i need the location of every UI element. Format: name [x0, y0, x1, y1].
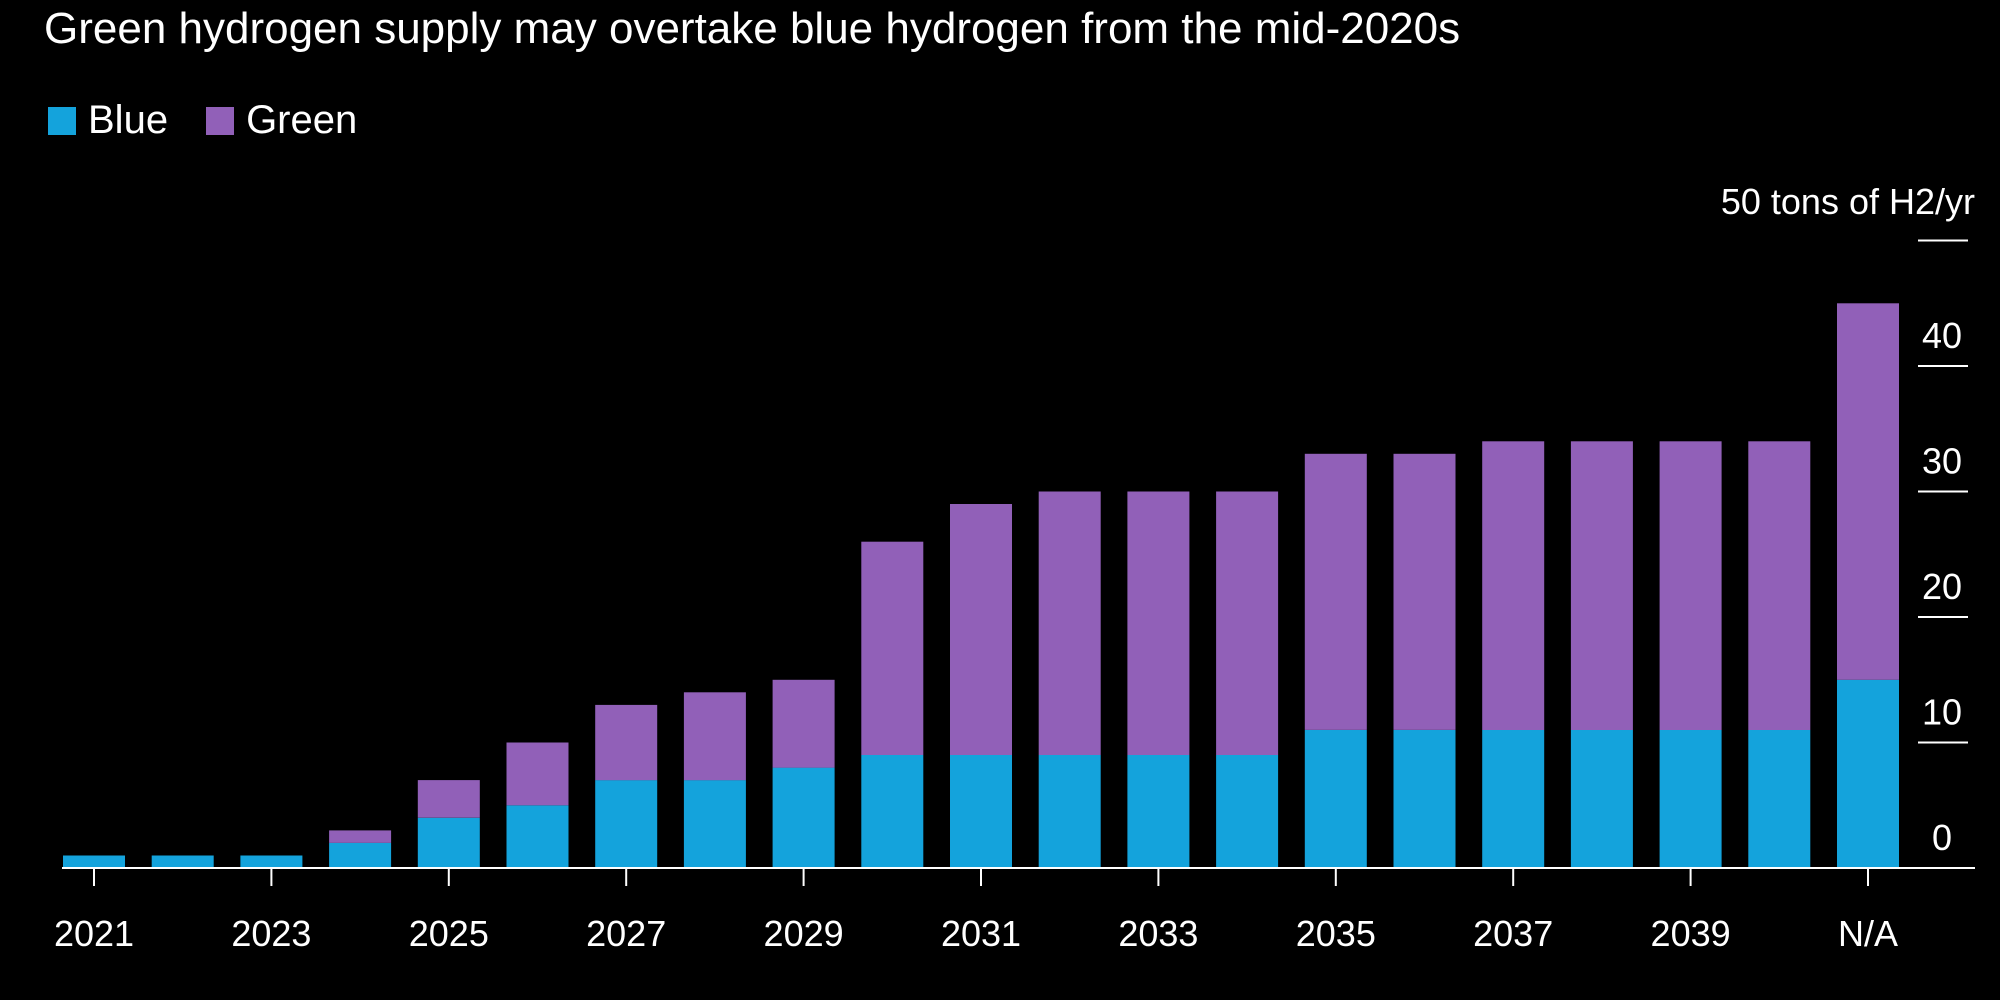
bar-blue-2026 [506, 805, 569, 869]
bar-green-2032 [1038, 491, 1101, 755]
y-axis: 0 10 20 30 40 [1918, 239, 1968, 858]
bar-green-2039 [1659, 441, 1722, 730]
bar-green-2033 [1127, 491, 1190, 755]
bar-green-2028 [683, 692, 746, 781]
bar-green-2037 [1482, 441, 1545, 730]
x-tick-label: 2035 [1296, 913, 1376, 954]
bar-green-2040 [1748, 441, 1811, 730]
x-tick-label: 2031 [941, 913, 1021, 954]
x-tick-label: 2023 [231, 913, 311, 954]
bar-green-2029 [772, 679, 835, 768]
bar-green-2031 [950, 504, 1012, 755]
legend-label-green: Green [246, 98, 358, 142]
legend-swatch-blue [48, 106, 76, 135]
bar-green-2027 [595, 704, 658, 781]
y-tick-label: 30 [1922, 441, 1962, 482]
unit-label: 50 tons of H2/yr [1721, 181, 1975, 222]
chart-title: Green hydrogen supply may overtake blue … [44, 4, 1461, 53]
bar-blue-2024 [329, 842, 392, 868]
y-tick-label: 0 [1932, 817, 1952, 858]
bar-blue-2031 [950, 755, 1012, 868]
bar-blue-2033 [1127, 755, 1190, 868]
x-tick-label: 2025 [409, 913, 489, 954]
bar-blue-2032 [1038, 755, 1101, 868]
bar-green-2035 [1304, 453, 1367, 730]
legend-item-green: Green [206, 98, 357, 143]
bar-green-2025 [417, 780, 480, 818]
bar-blue-2039 [1659, 730, 1722, 868]
y-tick-label: 10 [1922, 692, 1962, 733]
bar-blue-2036 [1393, 730, 1456, 868]
bar-blue-2022 [151, 855, 214, 868]
bar-green-2026 [506, 742, 569, 806]
x-tick-label: 2039 [1651, 913, 1731, 954]
bar-blue-2035 [1304, 730, 1367, 868]
bar-blue-2040 [1748, 730, 1811, 868]
x-tick-label: 2033 [1118, 913, 1198, 954]
bar-green-2034 [1216, 491, 1279, 755]
y-tick-label: 20 [1922, 566, 1962, 607]
bar-green-2036 [1393, 453, 1456, 730]
legend-label-blue: Blue [88, 98, 169, 142]
bar-blue-2028 [683, 780, 746, 868]
legend-item-blue: Blue [48, 98, 168, 143]
x-tick-label: 2029 [764, 913, 844, 954]
x-axis: 2021 2023 2025 2027 2029 2031 2033 2035 2037 2039… [54, 868, 1898, 954]
y-tick-label: 40 [1922, 315, 1962, 356]
bar-green-2030 [861, 541, 924, 755]
x-tick-label: 2021 [54, 913, 134, 954]
bar-blue-2037 [1482, 730, 1545, 868]
bar-blue-2038 [1570, 730, 1633, 868]
bar-green-na [1837, 303, 1899, 680]
bar-blue-2034 [1216, 755, 1279, 868]
bar-green-2038 [1570, 441, 1633, 730]
legend: Blue Green [48, 98, 395, 143]
legend-swatch-green [206, 106, 235, 135]
bar-blue-na [1837, 679, 1899, 869]
bars [63, 303, 1899, 869]
x-tick-label: 2037 [1473, 913, 1553, 954]
bar-blue-2023 [240, 855, 303, 868]
x-tick-label: 2027 [586, 913, 666, 954]
bar-blue-2030 [861, 755, 924, 868]
bar-blue-2027 [595, 780, 658, 868]
bar-blue-2021 [63, 855, 125, 868]
bar-green-2024 [329, 830, 392, 843]
bar-blue-2029 [772, 767, 835, 868]
x-tick-label: N/A [1838, 913, 1898, 954]
bar-blue-2025 [417, 817, 480, 868]
